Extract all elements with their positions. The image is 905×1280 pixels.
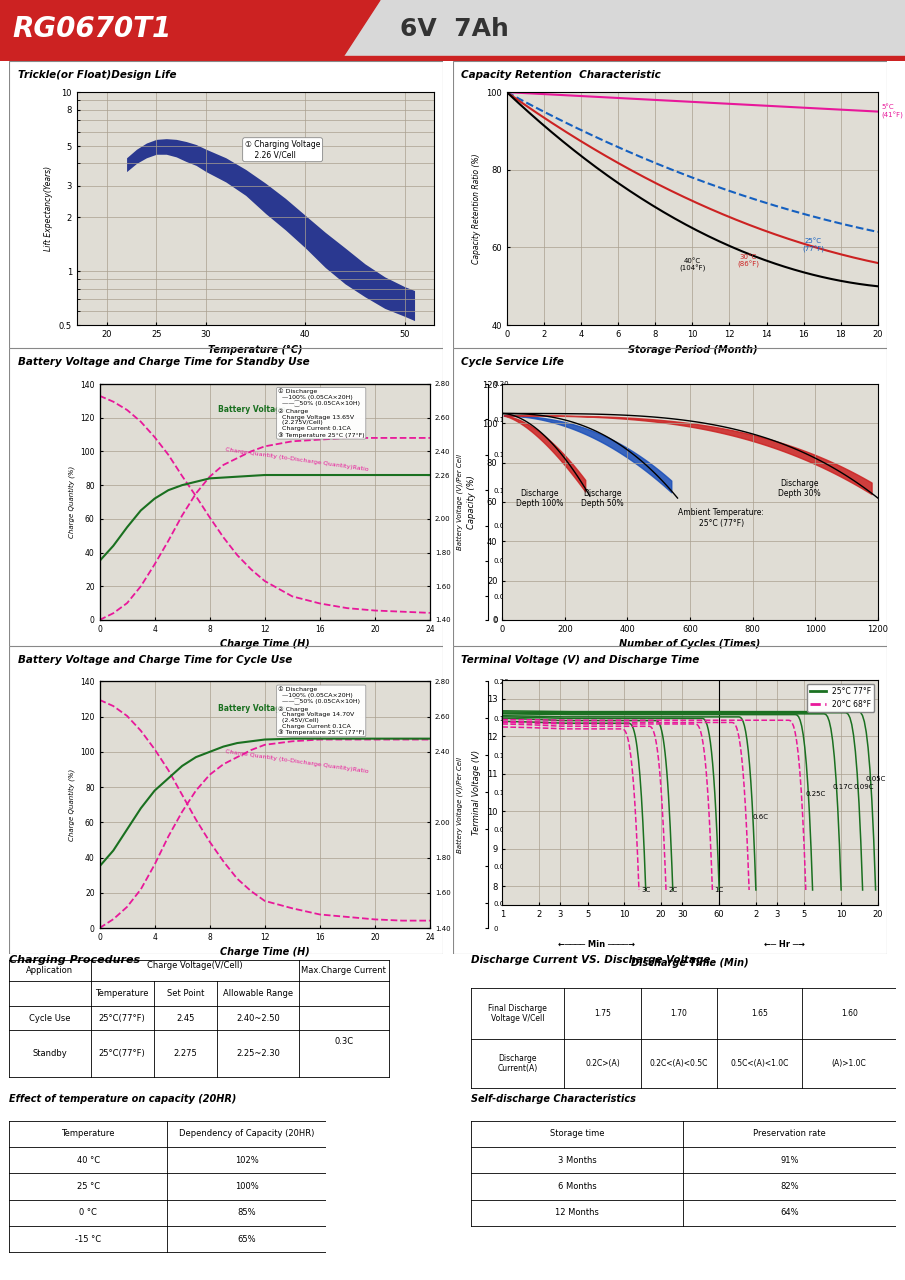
Text: 102%: 102% <box>234 1156 259 1165</box>
Text: ① Discharge
  —100% (0.05CA×20H)
  ——⁐50% (0.05CA×10H)
② Charge
  Charge Voltage: ① Discharge —100% (0.05CA×20H) ——⁐50% (0… <box>278 686 365 736</box>
Text: Battery Voltage and Charge Time for Cycle Use: Battery Voltage and Charge Time for Cycl… <box>18 655 292 664</box>
Text: Ambient Temperature:
25°C (77°F): Ambient Temperature: 25°C (77°F) <box>679 508 765 527</box>
Text: Dependency of Capacity (20HR): Dependency of Capacity (20HR) <box>179 1129 314 1138</box>
Text: Discharge
Depth 30%: Discharge Depth 30% <box>778 479 821 498</box>
Text: 5°C
(41°F): 5°C (41°F) <box>881 105 903 119</box>
Text: Charge Voltage(V/Cell): Charge Voltage(V/Cell) <box>147 961 243 970</box>
Text: 40°C
(104°F): 40°C (104°F) <box>679 257 706 273</box>
Text: -15 °C: -15 °C <box>75 1235 101 1244</box>
Text: RG0670T1: RG0670T1 <box>12 15 171 44</box>
Text: 6 Months: 6 Months <box>557 1181 596 1190</box>
Text: 0.2C<(A)<0.5C: 0.2C<(A)<0.5C <box>650 1059 709 1068</box>
Text: Trickle(or Float)Design Life: Trickle(or Float)Design Life <box>18 70 176 81</box>
Text: 85%: 85% <box>237 1208 256 1217</box>
Text: 0 °C: 0 °C <box>80 1208 97 1217</box>
Text: 0.17C: 0.17C <box>833 783 853 790</box>
Text: ←──── Min ────→: ←──── Min ────→ <box>557 941 634 950</box>
Text: 25°C(77°F): 25°C(77°F) <box>99 1050 146 1059</box>
X-axis label: Charge Time (H): Charge Time (H) <box>220 947 310 957</box>
Text: 0.25C: 0.25C <box>805 791 825 797</box>
Text: 1.75: 1.75 <box>594 1009 611 1018</box>
Text: 25°C(77°F): 25°C(77°F) <box>99 1014 146 1023</box>
Y-axis label: Terminal Voltage (V): Terminal Voltage (V) <box>472 750 481 835</box>
Polygon shape <box>0 0 380 61</box>
Text: 3C: 3C <box>641 887 651 893</box>
Text: Cycle Service Life: Cycle Service Life <box>462 357 564 367</box>
Text: Charge Quantity (to-Discharge Quantity)Ratio: Charge Quantity (to-Discharge Quantity)R… <box>225 749 369 773</box>
Y-axis label: Charge Current (CA): Charge Current (CA) <box>514 466 521 538</box>
Text: Cycle Use: Cycle Use <box>29 1014 71 1023</box>
Text: Discharge
Depth 100%: Discharge Depth 100% <box>516 489 564 508</box>
Y-axis label: Charge Current (CA): Charge Current (CA) <box>514 769 521 841</box>
Text: 2.45: 2.45 <box>176 1014 195 1023</box>
Text: Terminal Voltage (V) and Discharge Time: Terminal Voltage (V) and Discharge Time <box>462 655 700 664</box>
Text: Discharge
Current(A): Discharge Current(A) <box>497 1053 538 1073</box>
Text: Battery Voltage and Charge Time for Standby Use: Battery Voltage and Charge Time for Stan… <box>18 357 310 367</box>
Text: 1C: 1C <box>715 887 724 893</box>
Text: 65%: 65% <box>237 1235 256 1244</box>
Text: Discharge Time (Min): Discharge Time (Min) <box>632 959 748 969</box>
Text: Temperature: Temperature <box>95 989 149 998</box>
Text: Set Point: Set Point <box>167 989 205 998</box>
Text: 1.60: 1.60 <box>841 1009 858 1018</box>
Text: Allowable Range: Allowable Range <box>223 989 293 998</box>
Text: 40 °C: 40 °C <box>77 1156 100 1165</box>
Text: 100%: 100% <box>234 1181 259 1190</box>
Text: Preservation rate: Preservation rate <box>753 1129 826 1138</box>
Text: Charge Quantity (to-Discharge Quantity)Ratio: Charge Quantity (to-Discharge Quantity)R… <box>225 447 369 472</box>
Text: 0.3C: 0.3C <box>334 1037 354 1046</box>
X-axis label: Temperature (°C): Temperature (°C) <box>208 344 303 355</box>
Text: Max.Charge Current: Max.Charge Current <box>301 966 386 975</box>
Text: Capacity Retention  Characteristic: Capacity Retention Characteristic <box>462 70 661 81</box>
Text: 12 Months: 12 Months <box>555 1208 599 1217</box>
Text: Final Discharge
Voltage V/Cell: Final Discharge Voltage V/Cell <box>488 1004 547 1023</box>
Text: Battery Voltage: Battery Voltage <box>218 704 287 713</box>
Text: Application: Application <box>26 966 73 975</box>
Text: ←─ Hr ─→: ←─ Hr ─→ <box>764 941 805 950</box>
Text: 1.70: 1.70 <box>671 1009 688 1018</box>
Text: 6V  7Ah: 6V 7Ah <box>400 17 509 41</box>
Text: 0.05C: 0.05C <box>866 776 886 782</box>
Text: 82%: 82% <box>780 1181 799 1190</box>
Text: Temperature: Temperature <box>62 1129 115 1138</box>
Text: 64%: 64% <box>780 1208 799 1217</box>
Y-axis label: Battery Voltage (V)/Per Cell: Battery Voltage (V)/Per Cell <box>456 454 462 550</box>
Text: Effect of temperature on capacity (20HR): Effect of temperature on capacity (20HR) <box>9 1094 236 1105</box>
Text: 0.6C: 0.6C <box>752 814 768 819</box>
Text: Discharge
Depth 50%: Discharge Depth 50% <box>581 489 624 508</box>
Text: 0.2C>(A): 0.2C>(A) <box>586 1059 620 1068</box>
Text: 1.65: 1.65 <box>751 1009 768 1018</box>
X-axis label: Number of Cycles (Times): Number of Cycles (Times) <box>619 640 761 649</box>
Text: (A)>1.0C: (A)>1.0C <box>832 1059 866 1068</box>
Text: 91%: 91% <box>780 1156 799 1165</box>
Y-axis label: Lift Expectancy(Years): Lift Expectancy(Years) <box>44 166 53 251</box>
Text: 30°C
(86°F): 30°C (86°F) <box>737 253 759 269</box>
Y-axis label: Capacity Retention Ratio (%): Capacity Retention Ratio (%) <box>472 154 481 264</box>
Y-axis label: Charge Quantity (%): Charge Quantity (%) <box>68 466 74 538</box>
Text: 0.09C: 0.09C <box>853 783 874 790</box>
Legend: 25°C 77°F, 20°C 68°F: 25°C 77°F, 20°C 68°F <box>807 684 874 712</box>
Text: 2.275: 2.275 <box>174 1050 197 1059</box>
X-axis label: Storage Period (Month): Storage Period (Month) <box>627 344 757 355</box>
Text: ① Charging Voltage
    2.26 V/Cell: ① Charging Voltage 2.26 V/Cell <box>245 140 320 160</box>
Text: 2C: 2C <box>668 887 677 893</box>
Text: 25 °C: 25 °C <box>77 1181 100 1190</box>
Text: 25°C
(77°F): 25°C (77°F) <box>802 238 824 253</box>
Text: 2.40~2.50: 2.40~2.50 <box>236 1014 280 1023</box>
Text: 2.25~2.30: 2.25~2.30 <box>236 1050 280 1059</box>
Text: Discharge Current VS. Discharge Voltage: Discharge Current VS. Discharge Voltage <box>471 955 710 965</box>
Text: ① Discharge
  —100% (0.05CA×20H)
  ——⁐50% (0.05CA×10H)
② Charge
  Charge Voltage: ① Discharge —100% (0.05CA×20H) ——⁐50% (0… <box>278 389 365 438</box>
Y-axis label: Battery Voltage (V)/Per Cell: Battery Voltage (V)/Per Cell <box>456 756 462 852</box>
Text: Charging Procedures: Charging Procedures <box>9 955 140 965</box>
X-axis label: Charge Time (H): Charge Time (H) <box>220 640 310 649</box>
Text: Self-discharge Characteristics: Self-discharge Characteristics <box>471 1094 635 1105</box>
Y-axis label: Charge Quantity (%): Charge Quantity (%) <box>68 768 74 841</box>
Text: 0.5C<(A)<1.0C: 0.5C<(A)<1.0C <box>730 1059 789 1068</box>
Y-axis label: Capacity (%): Capacity (%) <box>467 475 476 529</box>
Bar <box>0 56 905 61</box>
Text: Battery Voltage: Battery Voltage <box>218 406 287 415</box>
Text: Storage time: Storage time <box>549 1129 605 1138</box>
Text: 3 Months: 3 Months <box>557 1156 596 1165</box>
Text: Standby: Standby <box>33 1050 67 1059</box>
